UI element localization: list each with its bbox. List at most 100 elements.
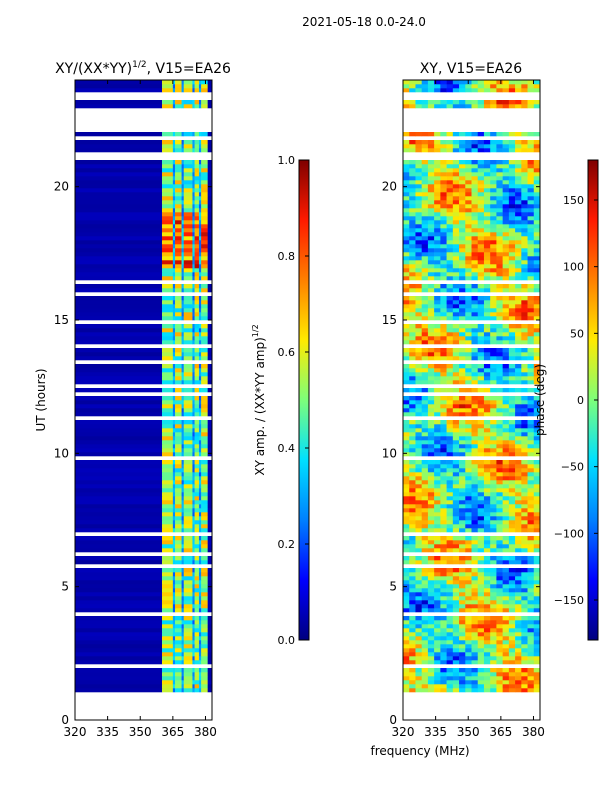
amplitude-cell xyxy=(175,544,182,549)
phase-cell xyxy=(421,644,429,649)
amplitude-cell xyxy=(194,484,200,489)
phase-cell xyxy=(459,388,466,393)
phase-cell xyxy=(465,652,472,657)
amplitude-cell xyxy=(201,84,208,89)
amplitude-cell xyxy=(75,680,163,685)
phase-axes-frame xyxy=(402,79,541,721)
phase-cell xyxy=(465,556,472,561)
phase-cell xyxy=(502,448,510,453)
amplitude-cell xyxy=(75,268,163,273)
amplitude-cell xyxy=(192,144,195,149)
phase-cell xyxy=(403,544,410,549)
phase-cell xyxy=(452,160,460,165)
phase-cell xyxy=(508,676,516,681)
phase-cell xyxy=(483,644,491,649)
amplitude-cell xyxy=(194,460,200,465)
amplitude-cell xyxy=(183,148,193,153)
phase-cell xyxy=(459,448,466,453)
phase-cell xyxy=(459,660,466,665)
phase-cell xyxy=(415,208,422,213)
phase-cell xyxy=(471,524,479,529)
phase-cell xyxy=(515,312,522,317)
amplitude-cell xyxy=(198,436,202,441)
amplitude-cell xyxy=(192,628,195,633)
phase-cell xyxy=(403,672,410,677)
phase-cell xyxy=(502,432,510,437)
amplitude-cell xyxy=(207,444,212,449)
phase-cell xyxy=(415,412,422,417)
phase-cell xyxy=(527,600,535,605)
amplitude-cell xyxy=(181,164,185,169)
amplitude-cell xyxy=(207,580,212,585)
amplitude-cell xyxy=(198,204,202,209)
phase-cell xyxy=(415,592,422,597)
phase-cell xyxy=(403,460,410,465)
amplitude-cell xyxy=(207,684,212,689)
amplitude-cell xyxy=(207,144,212,149)
phase-cell xyxy=(502,576,510,581)
amplitude-cell xyxy=(198,424,202,429)
amplitude-cell xyxy=(181,428,185,433)
amplitude-cell xyxy=(181,544,185,549)
phase-cell xyxy=(409,264,416,269)
phase-cell xyxy=(490,604,497,609)
amplitude-cell xyxy=(198,420,202,425)
amplitude-cell xyxy=(207,404,212,409)
amplitude-cell xyxy=(172,352,176,357)
phase-cell xyxy=(490,464,497,469)
phase-cell xyxy=(508,88,516,93)
amplitude-cell xyxy=(181,480,185,485)
phase-cell xyxy=(477,160,485,165)
phase-cell xyxy=(421,240,429,245)
phase-cell xyxy=(496,516,503,521)
phase-cell xyxy=(502,640,510,645)
phase-cell xyxy=(483,196,491,201)
amplitude-cell xyxy=(181,536,185,541)
phase-cell xyxy=(421,316,429,321)
phase-cell xyxy=(459,244,466,249)
phase-cell xyxy=(434,512,441,517)
amplitude-cell xyxy=(75,104,163,109)
amplitude-cell xyxy=(198,672,202,677)
phase-cell xyxy=(403,296,410,301)
phase-cell xyxy=(427,388,435,393)
phase-cell xyxy=(502,160,510,165)
amplitude-cell xyxy=(161,580,174,585)
amplitude-cell xyxy=(194,660,200,665)
phase-cell xyxy=(459,248,466,253)
phase-cell xyxy=(403,420,410,425)
phase-cell xyxy=(421,204,429,209)
phase-cell xyxy=(477,592,485,597)
phase-cell xyxy=(515,596,522,601)
phase-cell xyxy=(533,632,540,637)
phase-cell xyxy=(533,100,540,105)
phase-cell xyxy=(527,260,535,265)
amplitude-cell xyxy=(198,144,202,149)
phase-cell xyxy=(496,480,503,485)
amplitude-cell xyxy=(172,448,176,453)
phase-cell xyxy=(403,480,410,485)
phase-cell xyxy=(446,512,454,517)
amplitude-cell xyxy=(183,272,193,277)
phase-cell xyxy=(415,656,422,661)
phase-cell xyxy=(521,608,528,613)
phase-cell xyxy=(409,584,416,589)
phase-cell xyxy=(415,340,422,345)
amplitude-cell xyxy=(161,264,174,269)
phase-cell xyxy=(508,140,516,145)
amplitude-cell xyxy=(207,672,212,677)
phase-cell xyxy=(409,632,416,637)
phase-cell xyxy=(452,256,460,261)
amplitude-cell xyxy=(75,260,163,265)
amplitude-cell xyxy=(161,248,174,253)
phase-cell xyxy=(483,436,491,441)
amplitude-cell xyxy=(161,460,174,465)
phase-cell xyxy=(434,104,441,109)
phase-cell xyxy=(533,268,540,273)
phase-cell xyxy=(515,648,522,653)
phase-cell xyxy=(409,288,416,293)
amplitude-cell xyxy=(75,520,163,525)
phase-cell xyxy=(452,104,460,109)
phase-cell xyxy=(502,312,510,317)
phase-cell xyxy=(434,220,441,225)
